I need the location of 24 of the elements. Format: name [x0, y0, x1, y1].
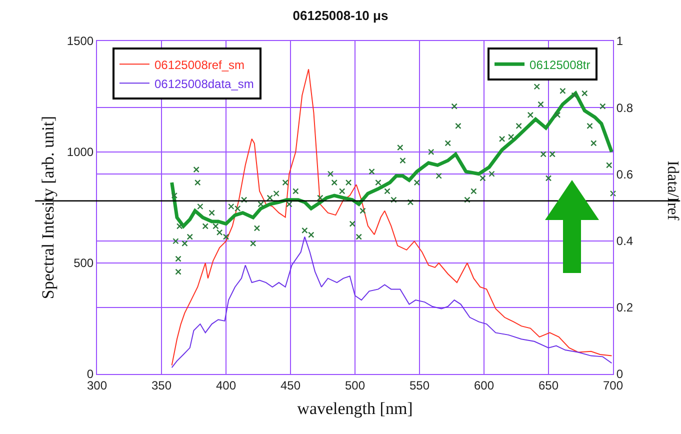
y2-tick-label: 0.2: [616, 300, 634, 315]
y2-tick-label: 1: [616, 34, 624, 48]
y-axis-title: Spectral Intesity [arb. unit]: [38, 116, 58, 300]
y-tick-label: 1000: [66, 145, 94, 160]
x-tick-label: 550: [409, 378, 430, 392]
line-series: [170, 92, 613, 228]
chart-title: 06125008-10 μs: [292, 8, 388, 23]
line-series: [171, 236, 612, 368]
y2-tick-label: 0.6: [616, 167, 634, 182]
x-tick-label: 500: [344, 378, 366, 392]
x-axis-title: wavelength [nm]: [297, 398, 413, 418]
legend-label: 06125008ref_sm: [154, 58, 245, 72]
y2-tick-label: 0.8: [616, 100, 634, 115]
y2-tick-label: 0.4: [616, 234, 634, 248]
legend-label: 06125008data_sm: [154, 76, 254, 91]
y-tick-label: 1500: [66, 34, 94, 48]
x-tick-label: 350: [151, 378, 172, 392]
x-tick-label: 400: [216, 378, 236, 392]
y2-axis-title: Idata/Iref: [664, 160, 681, 221]
y-tick-label: 500: [74, 256, 94, 270]
legend-label: 06125008tr: [530, 58, 590, 72]
x-tick-label: 450: [280, 378, 301, 392]
x-tick-label: 600: [474, 378, 494, 392]
x-tick-label: 650: [538, 378, 559, 392]
